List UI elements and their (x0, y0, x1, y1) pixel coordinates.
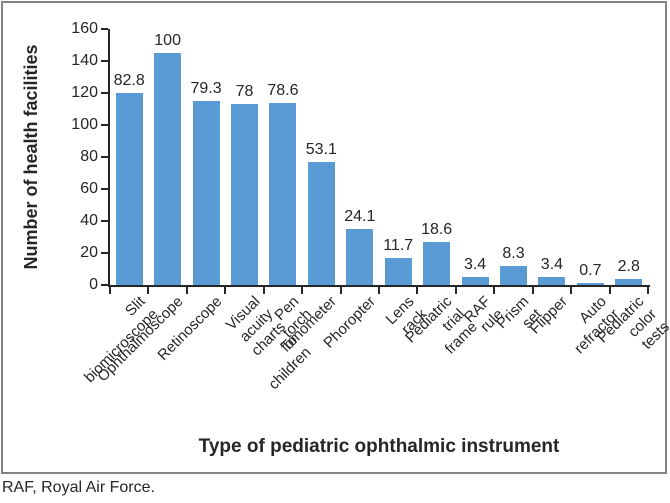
bar-12 (538, 277, 566, 285)
y-tick-mark (101, 92, 108, 94)
y-axis-title: Number of health facilities (21, 44, 41, 270)
x-tick-mark (339, 287, 342, 294)
y-tick-mark (101, 28, 108, 30)
x-tick-mark (493, 287, 496, 294)
x-tick-mark (647, 287, 649, 294)
y-tick-mark (101, 124, 108, 126)
bar-2 (154, 53, 182, 285)
y-tick-label: 0 (89, 276, 98, 293)
bar-value-label: 2.8 (617, 257, 640, 275)
bar-10 (461, 277, 489, 285)
bar-value-label: 3.4 (463, 256, 487, 273)
x-axis-title: Type of pediatric ophthalmic instrument (198, 436, 560, 457)
bar-value-label: 8.3 (502, 244, 525, 262)
x-axis-line (108, 285, 650, 287)
y-tick-mark (101, 284, 108, 286)
bar-value-label: 100 (154, 32, 181, 49)
bar-9 (423, 241, 451, 285)
x-tick-mark (224, 287, 227, 294)
bar-14 (615, 278, 643, 285)
bar-value-label: 0.7 (579, 262, 602, 280)
x-tick-mark (185, 287, 188, 294)
bar-1 (115, 93, 143, 285)
bar-value-label: 11.7 (383, 236, 414, 254)
y-tick-label: 20 (80, 244, 98, 261)
x-tick-mark (416, 287, 419, 294)
x-tick-mark (262, 287, 265, 294)
bar-value-label: 78.6 (267, 81, 299, 99)
y-tick-mark (101, 60, 108, 62)
bar-value-label: 53.1 (305, 140, 337, 158)
y-tick-label: 140 (71, 52, 98, 69)
x-tick-mark (301, 287, 304, 294)
y-tick-label: 60 (80, 180, 98, 197)
y-tick-mark (101, 188, 108, 190)
x-tick-mark (454, 287, 457, 294)
x-tick-mark (531, 287, 534, 294)
bar-3 (192, 101, 220, 285)
bar-value-label: 24.1 (344, 208, 376, 225)
y-tick-label: 100 (71, 116, 98, 133)
bar-11 (500, 265, 527, 285)
bar-5 (269, 102, 297, 285)
bar-value-label: 78 (235, 83, 254, 101)
bar-value-label: 82.8 (113, 72, 145, 89)
y-tick-label: 160 (71, 20, 98, 37)
x-tick-mark (147, 287, 150, 294)
bar-value-label: 79.3 (190, 80, 222, 97)
bar-value-label: 18.6 (421, 220, 453, 238)
x-tick-mark (378, 287, 380, 294)
y-tick-mark (101, 220, 108, 222)
x-tick-mark (570, 287, 573, 294)
bar-6 (307, 161, 335, 285)
bar-7 (346, 229, 374, 285)
x-tick-mark (608, 287, 611, 294)
bar-value-label: 3.4 (540, 256, 564, 273)
y-tick-label: 80 (80, 148, 98, 165)
bar-8 (384, 257, 412, 285)
y-tick-mark (101, 156, 108, 158)
bar-13 (576, 283, 604, 285)
y-axis-line (108, 29, 110, 287)
bar-4 (231, 104, 258, 285)
x-tick-mark (109, 287, 111, 294)
footnote: RAF, Royal Air Force. (2, 479, 155, 496)
y-tick-label: 120 (71, 84, 98, 101)
y-tick-mark (101, 252, 108, 254)
y-tick-label: 40 (80, 212, 98, 229)
